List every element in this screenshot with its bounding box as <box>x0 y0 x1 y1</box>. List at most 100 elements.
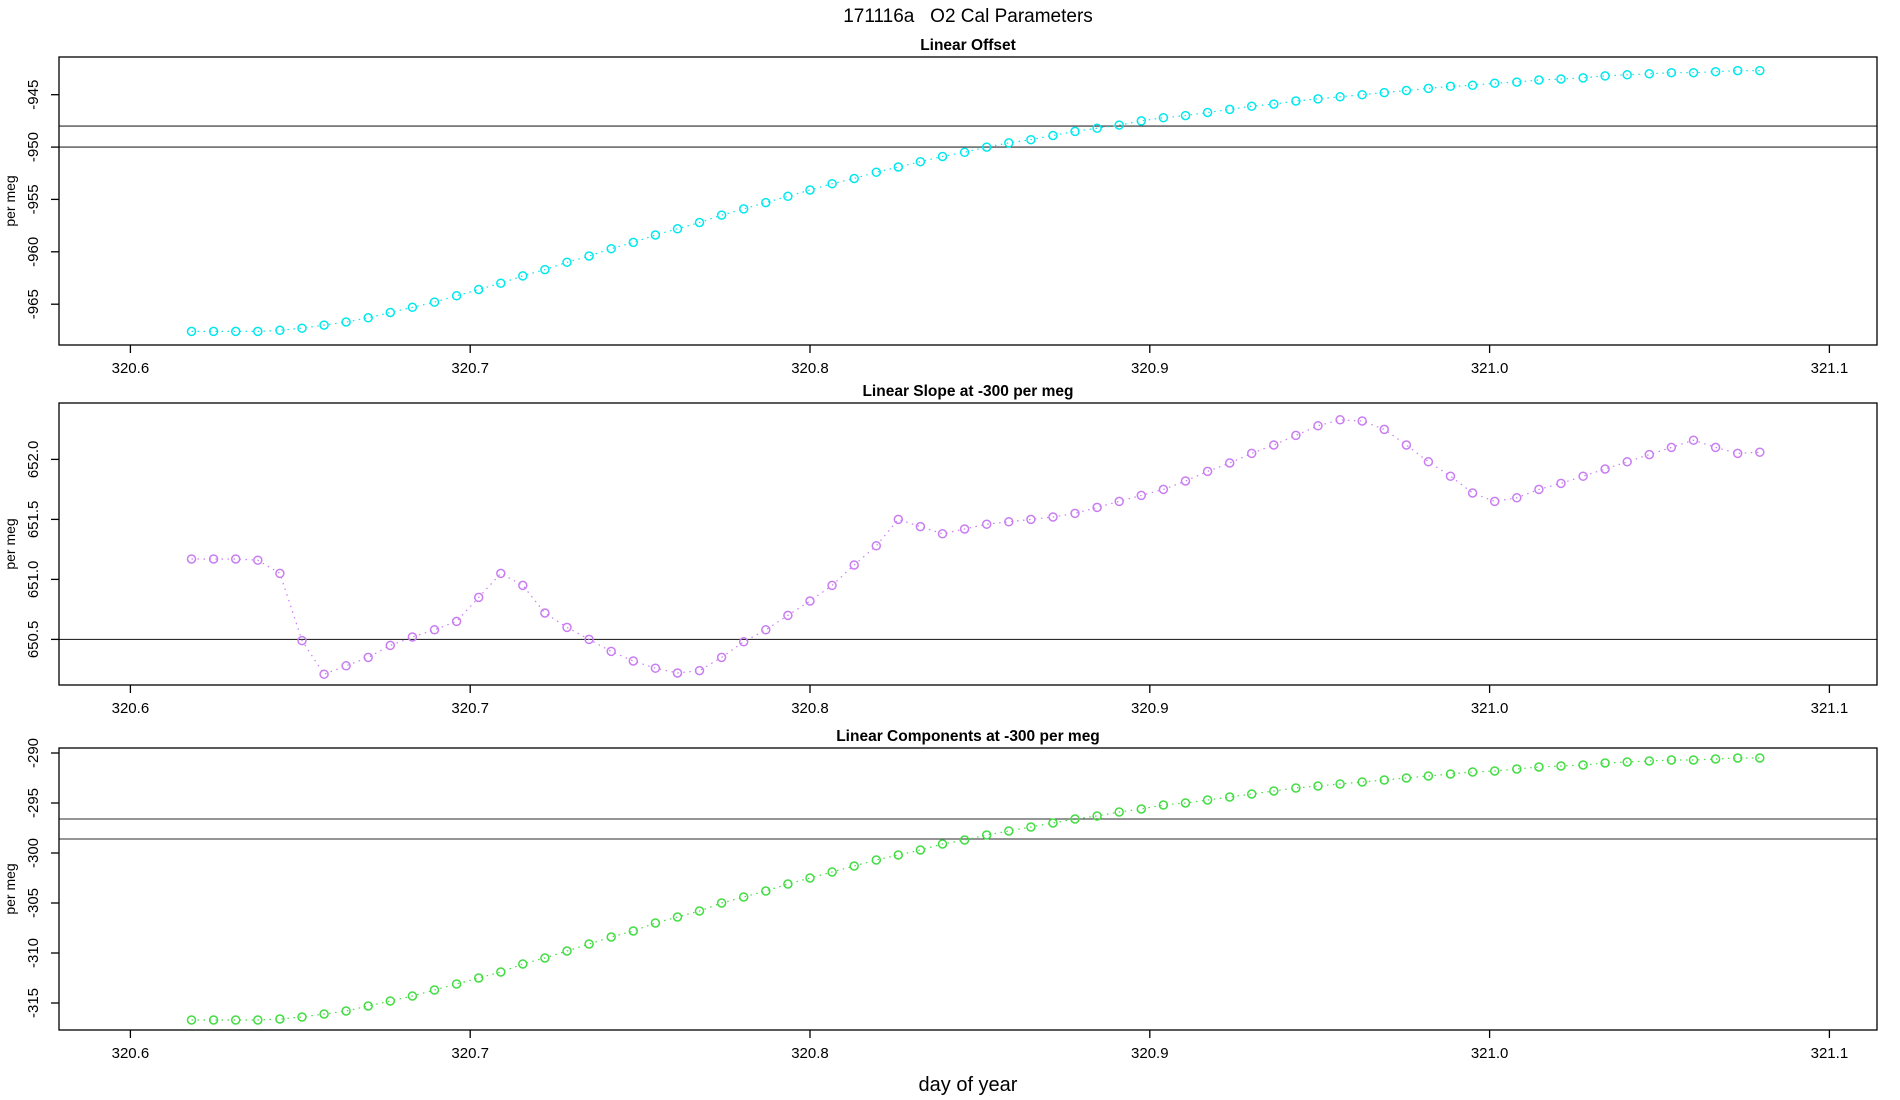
data-point <box>341 661 351 671</box>
data-point <box>716 898 727 908</box>
data-point <box>1600 758 1610 768</box>
data-point <box>1666 442 1677 453</box>
data-point <box>1114 120 1124 130</box>
data-point <box>805 596 815 606</box>
data-point <box>230 1015 241 1025</box>
data-point <box>1423 83 1434 94</box>
data-point <box>849 861 859 871</box>
data-point <box>694 665 705 676</box>
data-point <box>540 264 550 275</box>
data-point <box>1269 99 1279 109</box>
data-point <box>496 568 506 579</box>
data-point <box>1004 138 1014 148</box>
y-tick-label: -305 <box>25 888 42 918</box>
data-point <box>1423 771 1434 781</box>
y-axis-title: per meg <box>2 863 18 914</box>
data-point <box>385 996 396 1006</box>
data-point <box>1379 87 1390 98</box>
data-point <box>1445 81 1456 92</box>
data-point <box>1291 783 1301 793</box>
data-point <box>540 608 550 618</box>
data-point <box>1335 415 1345 425</box>
data-point <box>429 625 440 635</box>
data-point <box>1512 77 1522 87</box>
data-point <box>738 204 749 214</box>
x-tick-label: 320.6 <box>112 700 150 717</box>
data-point <box>1622 70 1632 80</box>
data-point <box>407 302 418 313</box>
data-point <box>1136 116 1147 126</box>
x-tick-label: 320.7 <box>451 360 489 377</box>
data-point <box>871 855 882 865</box>
data-point <box>937 529 948 539</box>
data-point <box>1357 416 1367 426</box>
panels-group: Linear Offset 320.6 320.7 320.8 320.9 321.0 32… <box>2 37 1878 1062</box>
data-point <box>1710 66 1721 77</box>
data-point <box>893 850 904 860</box>
data-point <box>1224 458 1235 468</box>
series-line-slope <box>191 419 1760 675</box>
data-point <box>1622 757 1632 767</box>
data-point <box>297 635 307 646</box>
data-point <box>1070 126 1080 137</box>
data-point <box>1556 74 1566 84</box>
data-point <box>672 912 683 922</box>
data-point <box>1092 502 1102 513</box>
data-point <box>1048 130 1058 141</box>
data-point <box>1158 112 1169 123</box>
x-tick-label: 320.7 <box>451 700 489 717</box>
x-tick-label: 321.0 <box>1471 700 1509 717</box>
data-point <box>1534 762 1544 772</box>
data-point <box>1202 107 1213 118</box>
data-point <box>1556 761 1566 771</box>
data-point <box>650 663 661 673</box>
data-point <box>871 541 882 551</box>
x-tick-label: 320.7 <box>451 1045 489 1062</box>
data-point <box>496 967 506 977</box>
data-point <box>959 835 970 845</box>
data-point <box>1136 804 1147 814</box>
data-point <box>738 892 749 902</box>
x-tick-label: 321.0 <box>1471 360 1509 377</box>
data-point <box>186 326 197 337</box>
data-point <box>1180 476 1191 486</box>
y-tick-label: -955 <box>25 184 42 214</box>
x-axis-title: day of year <box>919 1074 1018 1096</box>
data-point <box>1556 478 1566 489</box>
data-point <box>606 932 616 942</box>
data-point <box>1423 457 1434 467</box>
data-point <box>827 580 837 591</box>
y-tick-label: -310 <box>25 938 42 968</box>
y-tick-label: -300 <box>25 838 42 868</box>
data-point <box>1004 517 1014 527</box>
x-tick-label: 320.8 <box>791 700 829 717</box>
data-point <box>1666 67 1677 78</box>
data-point <box>319 669 329 679</box>
data-point <box>1644 69 1655 79</box>
data-point <box>650 230 661 240</box>
data-point <box>761 197 771 208</box>
x-tick-label: 321.1 <box>1811 360 1849 377</box>
data-point <box>253 555 263 565</box>
data-point <box>1467 488 1478 498</box>
data-point <box>1246 448 1257 459</box>
data-point <box>562 622 572 633</box>
data-point <box>1114 807 1124 817</box>
data-point <box>1048 512 1058 522</box>
data-point <box>1688 435 1699 445</box>
y-tick-label: -945 <box>25 80 42 110</box>
data-point <box>1467 80 1478 91</box>
y-tick-label: 652.0 <box>25 441 42 479</box>
data-point <box>805 873 815 883</box>
series-line-offset <box>191 69 1760 332</box>
data-point <box>1755 447 1765 457</box>
x-tick-label: 320.9 <box>1131 1045 1169 1062</box>
data-point <box>1269 440 1279 450</box>
x-tick-label: 320.6 <box>112 1045 150 1062</box>
data-point <box>562 946 572 956</box>
data-point <box>783 610 793 621</box>
data-point <box>1622 457 1632 467</box>
data-point <box>1401 773 1412 783</box>
plot-frame <box>58 56 1878 346</box>
data-point <box>1644 756 1655 766</box>
